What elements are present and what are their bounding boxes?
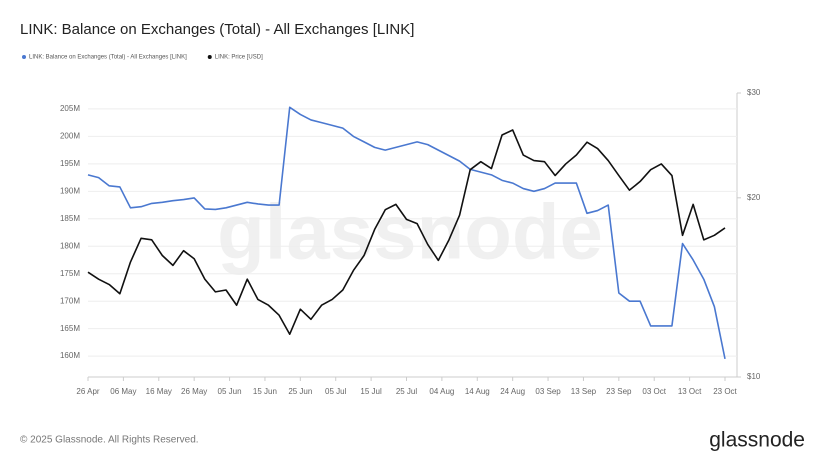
x-tick-label: 14 Aug <box>465 387 490 396</box>
x-tick-label: 15 Jun <box>253 387 277 396</box>
y-tick-label: 205M <box>60 104 80 113</box>
series-line <box>87 129 726 336</box>
y-tick-label: 175M <box>60 269 80 278</box>
y-tick-label: 190M <box>60 186 80 195</box>
x-tick-label: 26 May <box>181 387 207 396</box>
y-tick-label: 160M <box>60 351 80 360</box>
y2-tick-label: $20 <box>747 193 761 202</box>
series-line <box>87 106 726 360</box>
x-tick-label: 05 Jul <box>325 387 347 396</box>
x-tick-label: 04 Aug <box>429 387 454 396</box>
x-tick-label: 03 Oct <box>642 387 666 396</box>
x-tick-label: 13 Sep <box>571 387 597 396</box>
x-tick-label: 06 May <box>110 387 136 396</box>
watermark: glassnode <box>217 188 603 276</box>
x-tick-label: 25 Jun <box>288 387 312 396</box>
y2-tick-label: $30 <box>747 88 761 97</box>
x-tick-label: 05 Jun <box>218 387 242 396</box>
x-tick-label: 23 Sep <box>606 387 632 396</box>
x-tick-label: 13 Oct <box>678 387 702 396</box>
y-tick-label: 165M <box>60 324 80 333</box>
legend-marker <box>22 55 26 59</box>
chart-title: LINK: Balance on Exchanges (Total) - All… <box>20 21 414 38</box>
logo: glassnode <box>709 429 805 452</box>
y2-tick-label: $10 <box>747 372 761 381</box>
x-tick-label: 23 Oct <box>713 387 737 396</box>
x-tick-label: 03 Sep <box>535 387 561 396</box>
y-tick-label: 180M <box>60 241 80 250</box>
y-tick-label: 185M <box>60 214 80 223</box>
legend-marker <box>207 55 212 59</box>
legend-label: LINK: Balance on Exchanges (Total) - All… <box>29 55 187 61</box>
y-tick-label: 170M <box>60 296 80 305</box>
y-tick-label: 195M <box>60 159 80 168</box>
footer: © 2025 Glassnode. All Rights Reserved. <box>20 435 199 446</box>
x-tick-label: 16 May <box>146 387 172 396</box>
x-tick-label: 26 Apr <box>76 387 99 396</box>
y-tick-label: 200M <box>60 132 80 141</box>
x-tick-label: 25 Jul <box>396 387 418 396</box>
x-tick-label: 24 Aug <box>500 387 525 396</box>
x-tick-label: 15 Jul <box>360 387 382 396</box>
legend-label: LINK: Price [USD] <box>215 55 263 61</box>
